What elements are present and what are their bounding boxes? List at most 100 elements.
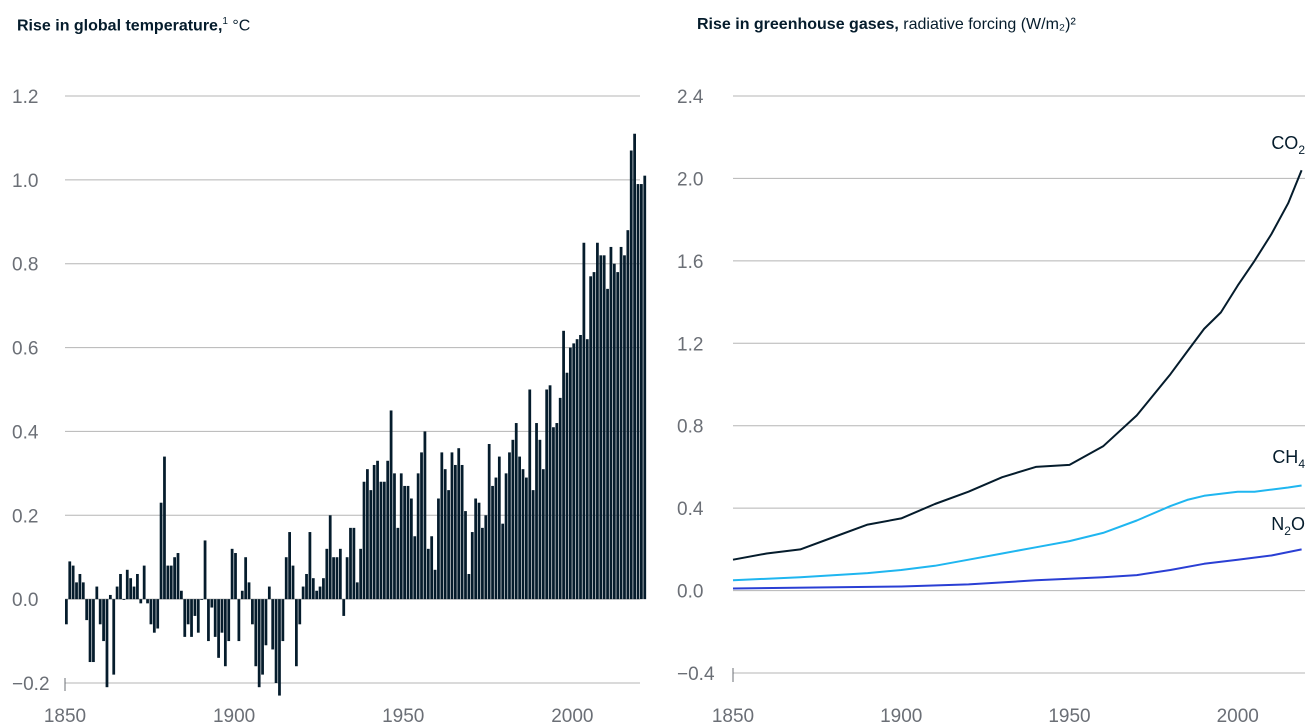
temperature-bar xyxy=(152,599,156,633)
temperature-bar xyxy=(240,590,244,600)
temperature-bar xyxy=(396,527,400,600)
temperature-bar xyxy=(261,599,264,675)
temperature-bar xyxy=(291,565,295,600)
temperature-bar xyxy=(146,599,149,604)
temperature-bar xyxy=(322,578,325,600)
y-tick-label: 1.0 xyxy=(12,171,38,192)
y-tick-label: 0.8 xyxy=(677,417,703,438)
series-label-co2: CO2 xyxy=(1271,133,1305,157)
x-tick-label: 1950 xyxy=(382,706,424,727)
temperature-bar-chart: 1.2 1.0 0.8 0.6 0.4 0.2 0.0 −0.2 1850 1900 1950 200… xyxy=(12,87,647,727)
temperature-bar xyxy=(213,599,217,637)
y-tick-label: 2.0 xyxy=(677,169,703,190)
temperature-bar xyxy=(636,184,640,600)
temperature-bar xyxy=(257,599,261,688)
temperature-bar xyxy=(501,523,505,600)
y-tick-label: 0.0 xyxy=(677,582,703,603)
series-line-co2 xyxy=(732,169,1303,561)
temperature-bar xyxy=(410,498,413,600)
temperature-bar xyxy=(190,599,193,637)
temperature-bar xyxy=(264,599,268,646)
temperature-bar xyxy=(210,599,214,608)
temperature-bar xyxy=(585,339,589,600)
temperature-bar xyxy=(504,473,508,600)
temperature-bar xyxy=(579,334,582,600)
temperature-bar xyxy=(254,599,258,667)
temperature-bar xyxy=(105,599,109,688)
temperature-bar xyxy=(355,582,359,600)
temperature-bar xyxy=(244,557,248,600)
temperature-bar xyxy=(227,599,231,642)
temperature-bar xyxy=(335,557,339,600)
temperature-bar xyxy=(474,498,478,600)
temperature-bar xyxy=(426,548,430,600)
temperature-bar xyxy=(112,599,116,675)
temperature-bar xyxy=(129,578,133,600)
temperature-bar xyxy=(180,590,183,600)
temperature-bar xyxy=(514,423,518,600)
temperature-bar xyxy=(183,599,187,637)
temperature-bar xyxy=(125,569,129,600)
greenhouse-chart-title: Rise in greenhouse gases, radiative forc… xyxy=(697,16,1076,33)
temperature-bar xyxy=(139,599,143,604)
temperature-bar xyxy=(525,477,528,600)
temperature-bar xyxy=(95,586,99,600)
temperature-bar xyxy=(497,456,501,600)
temperature-bar xyxy=(132,586,136,600)
temperature-bar xyxy=(166,565,170,600)
y-tick-label: −0.2 xyxy=(12,674,50,695)
temperature-bar xyxy=(220,599,224,633)
temperature-bar xyxy=(278,599,281,696)
temperature-bar xyxy=(122,599,126,600)
temperature-bar xyxy=(460,464,464,600)
temperature-bar xyxy=(457,448,461,600)
temperature-bar xyxy=(281,599,285,642)
temperature-bar xyxy=(325,548,329,600)
temperature-bar xyxy=(484,515,488,600)
temperature-bar xyxy=(65,599,68,625)
temperature-bar xyxy=(494,477,498,600)
temperature-bar xyxy=(288,532,291,600)
temperature-bar xyxy=(589,276,593,600)
x-tick-label: 1900 xyxy=(880,706,922,727)
temperature-bar xyxy=(332,557,335,600)
temperature-bar xyxy=(572,343,576,600)
temperature-bar xyxy=(88,599,92,663)
temperature-bar xyxy=(413,536,417,600)
temperature-bar xyxy=(518,456,521,600)
temperature-bar xyxy=(284,557,288,600)
temperature-bar xyxy=(487,444,491,600)
temperature-bar xyxy=(176,553,180,600)
temperature-bar xyxy=(169,565,173,600)
temperature-bar xyxy=(366,469,369,600)
temperature-bar xyxy=(315,590,319,600)
temperature-bar xyxy=(193,599,197,616)
temperature-bar xyxy=(552,427,555,600)
temperature-bar xyxy=(223,599,227,667)
temperature-bar xyxy=(629,150,633,600)
temperature-bar xyxy=(318,586,322,600)
temperature-bar xyxy=(301,586,305,600)
temperature-bar xyxy=(217,599,220,658)
y-tick-label: −0.4 xyxy=(677,664,715,685)
temperature-bar xyxy=(119,573,122,600)
temperature-bar xyxy=(362,481,366,600)
temperature-bar xyxy=(541,469,545,600)
temperature-bar xyxy=(423,431,427,600)
temperature-bar xyxy=(186,599,190,625)
x-tick-label: 1850 xyxy=(712,706,754,727)
temperature-bar xyxy=(352,527,356,600)
temperature-bar xyxy=(568,347,572,600)
y-tick-label: 0.6 xyxy=(12,339,38,360)
temperature-bar xyxy=(582,242,586,600)
temperature-bar xyxy=(633,133,636,600)
temperature-bar xyxy=(609,246,613,600)
temperature-bar xyxy=(616,272,620,600)
temperature-bar xyxy=(416,473,420,600)
temperature-bar xyxy=(535,423,538,600)
temperature-bar xyxy=(342,599,346,616)
temperature-bar xyxy=(545,389,549,600)
series-line-ch4 xyxy=(732,484,1302,582)
temperature-bar xyxy=(237,599,241,642)
